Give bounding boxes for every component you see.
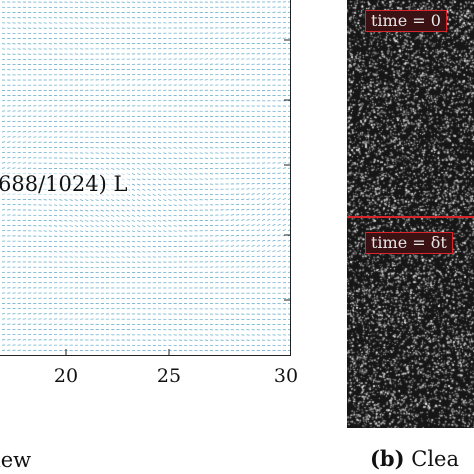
caption-b: (b) Clea: [370, 446, 459, 471]
particle-noise-image: [347, 0, 474, 428]
x-tick-25: 25: [156, 365, 182, 387]
vector-arrows: [1, 1, 290, 352]
plot-annotation: 688/1024) L: [0, 170, 130, 198]
caption-b-text: Clea: [411, 447, 459, 471]
time-label-start: time = 0: [365, 10, 447, 32]
caption-b-label: (b): [370, 446, 405, 471]
vector-field: [1, 1, 290, 355]
x-tick-30: 30: [273, 365, 299, 387]
particle-image-panel: time = 0 time = δt: [347, 0, 474, 428]
x-tick-20: 20: [53, 365, 79, 387]
vector-field-plot: 688/1024) L: [0, 0, 291, 356]
frame-divider-line: [347, 216, 474, 218]
caption-a: iew: [0, 448, 32, 472]
time-label-delta: time = δt: [365, 232, 453, 254]
